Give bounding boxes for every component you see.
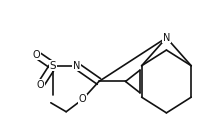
Text: O: O [79,94,86,104]
Text: O: O [37,80,44,90]
Text: N: N [73,61,80,71]
Text: O: O [33,50,40,60]
Text: S: S [50,61,56,71]
Text: N: N [163,33,170,43]
